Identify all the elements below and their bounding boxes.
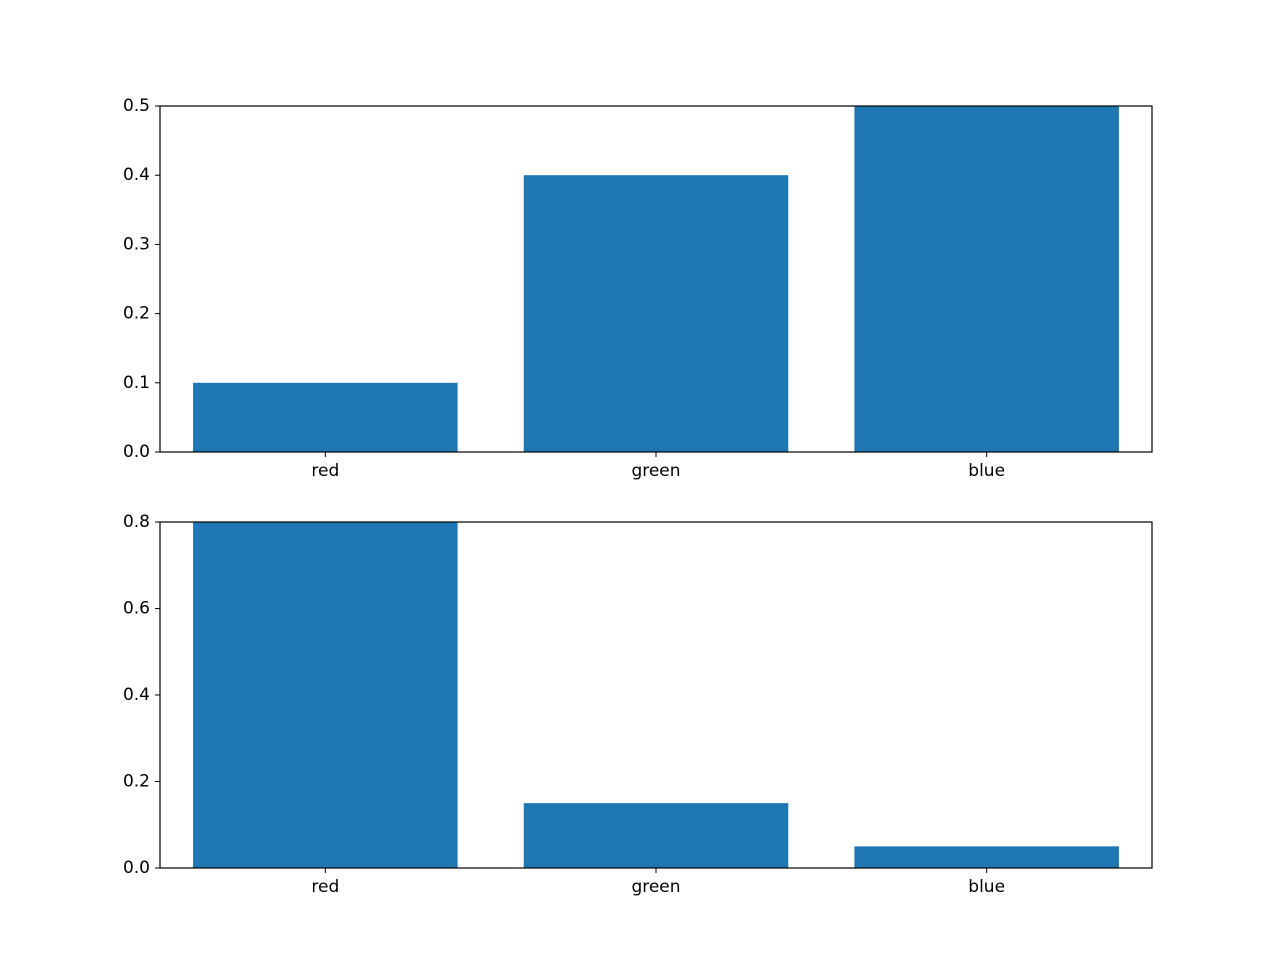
ytick-label: 0.8 xyxy=(123,512,150,532)
ytick-label: 0.6 xyxy=(123,599,150,619)
bar-blue xyxy=(854,106,1119,452)
bar-red xyxy=(193,383,458,452)
ytick-label: 0.2 xyxy=(123,304,150,324)
xtick-label: blue xyxy=(968,461,1005,481)
ytick-label: 0.3 xyxy=(123,234,150,254)
bar-green xyxy=(524,803,789,868)
xtick-label: blue xyxy=(968,877,1005,897)
ytick-label: 0.0 xyxy=(123,858,150,878)
ytick-label: 0.4 xyxy=(123,685,150,705)
ytick-label: 0.5 xyxy=(123,96,150,116)
bar-blue xyxy=(854,846,1119,868)
bar-green xyxy=(524,175,789,452)
figure-canvas: 0.0 0.1 0.2 0.3 0.4 0.5 red green blue 0.0 0.2 0.4 0… xyxy=(0,0,1280,960)
ytick-label: 0.2 xyxy=(123,772,150,792)
xtick-label: green xyxy=(631,461,680,481)
bar-red xyxy=(193,522,458,868)
ytick-label: 0.0 xyxy=(123,442,150,462)
xtick-label: red xyxy=(311,461,339,481)
ytick-label: 0.1 xyxy=(123,373,150,393)
ytick-label: 0.4 xyxy=(123,165,150,185)
xtick-label: green xyxy=(631,877,680,897)
xtick-label: red xyxy=(311,877,339,897)
